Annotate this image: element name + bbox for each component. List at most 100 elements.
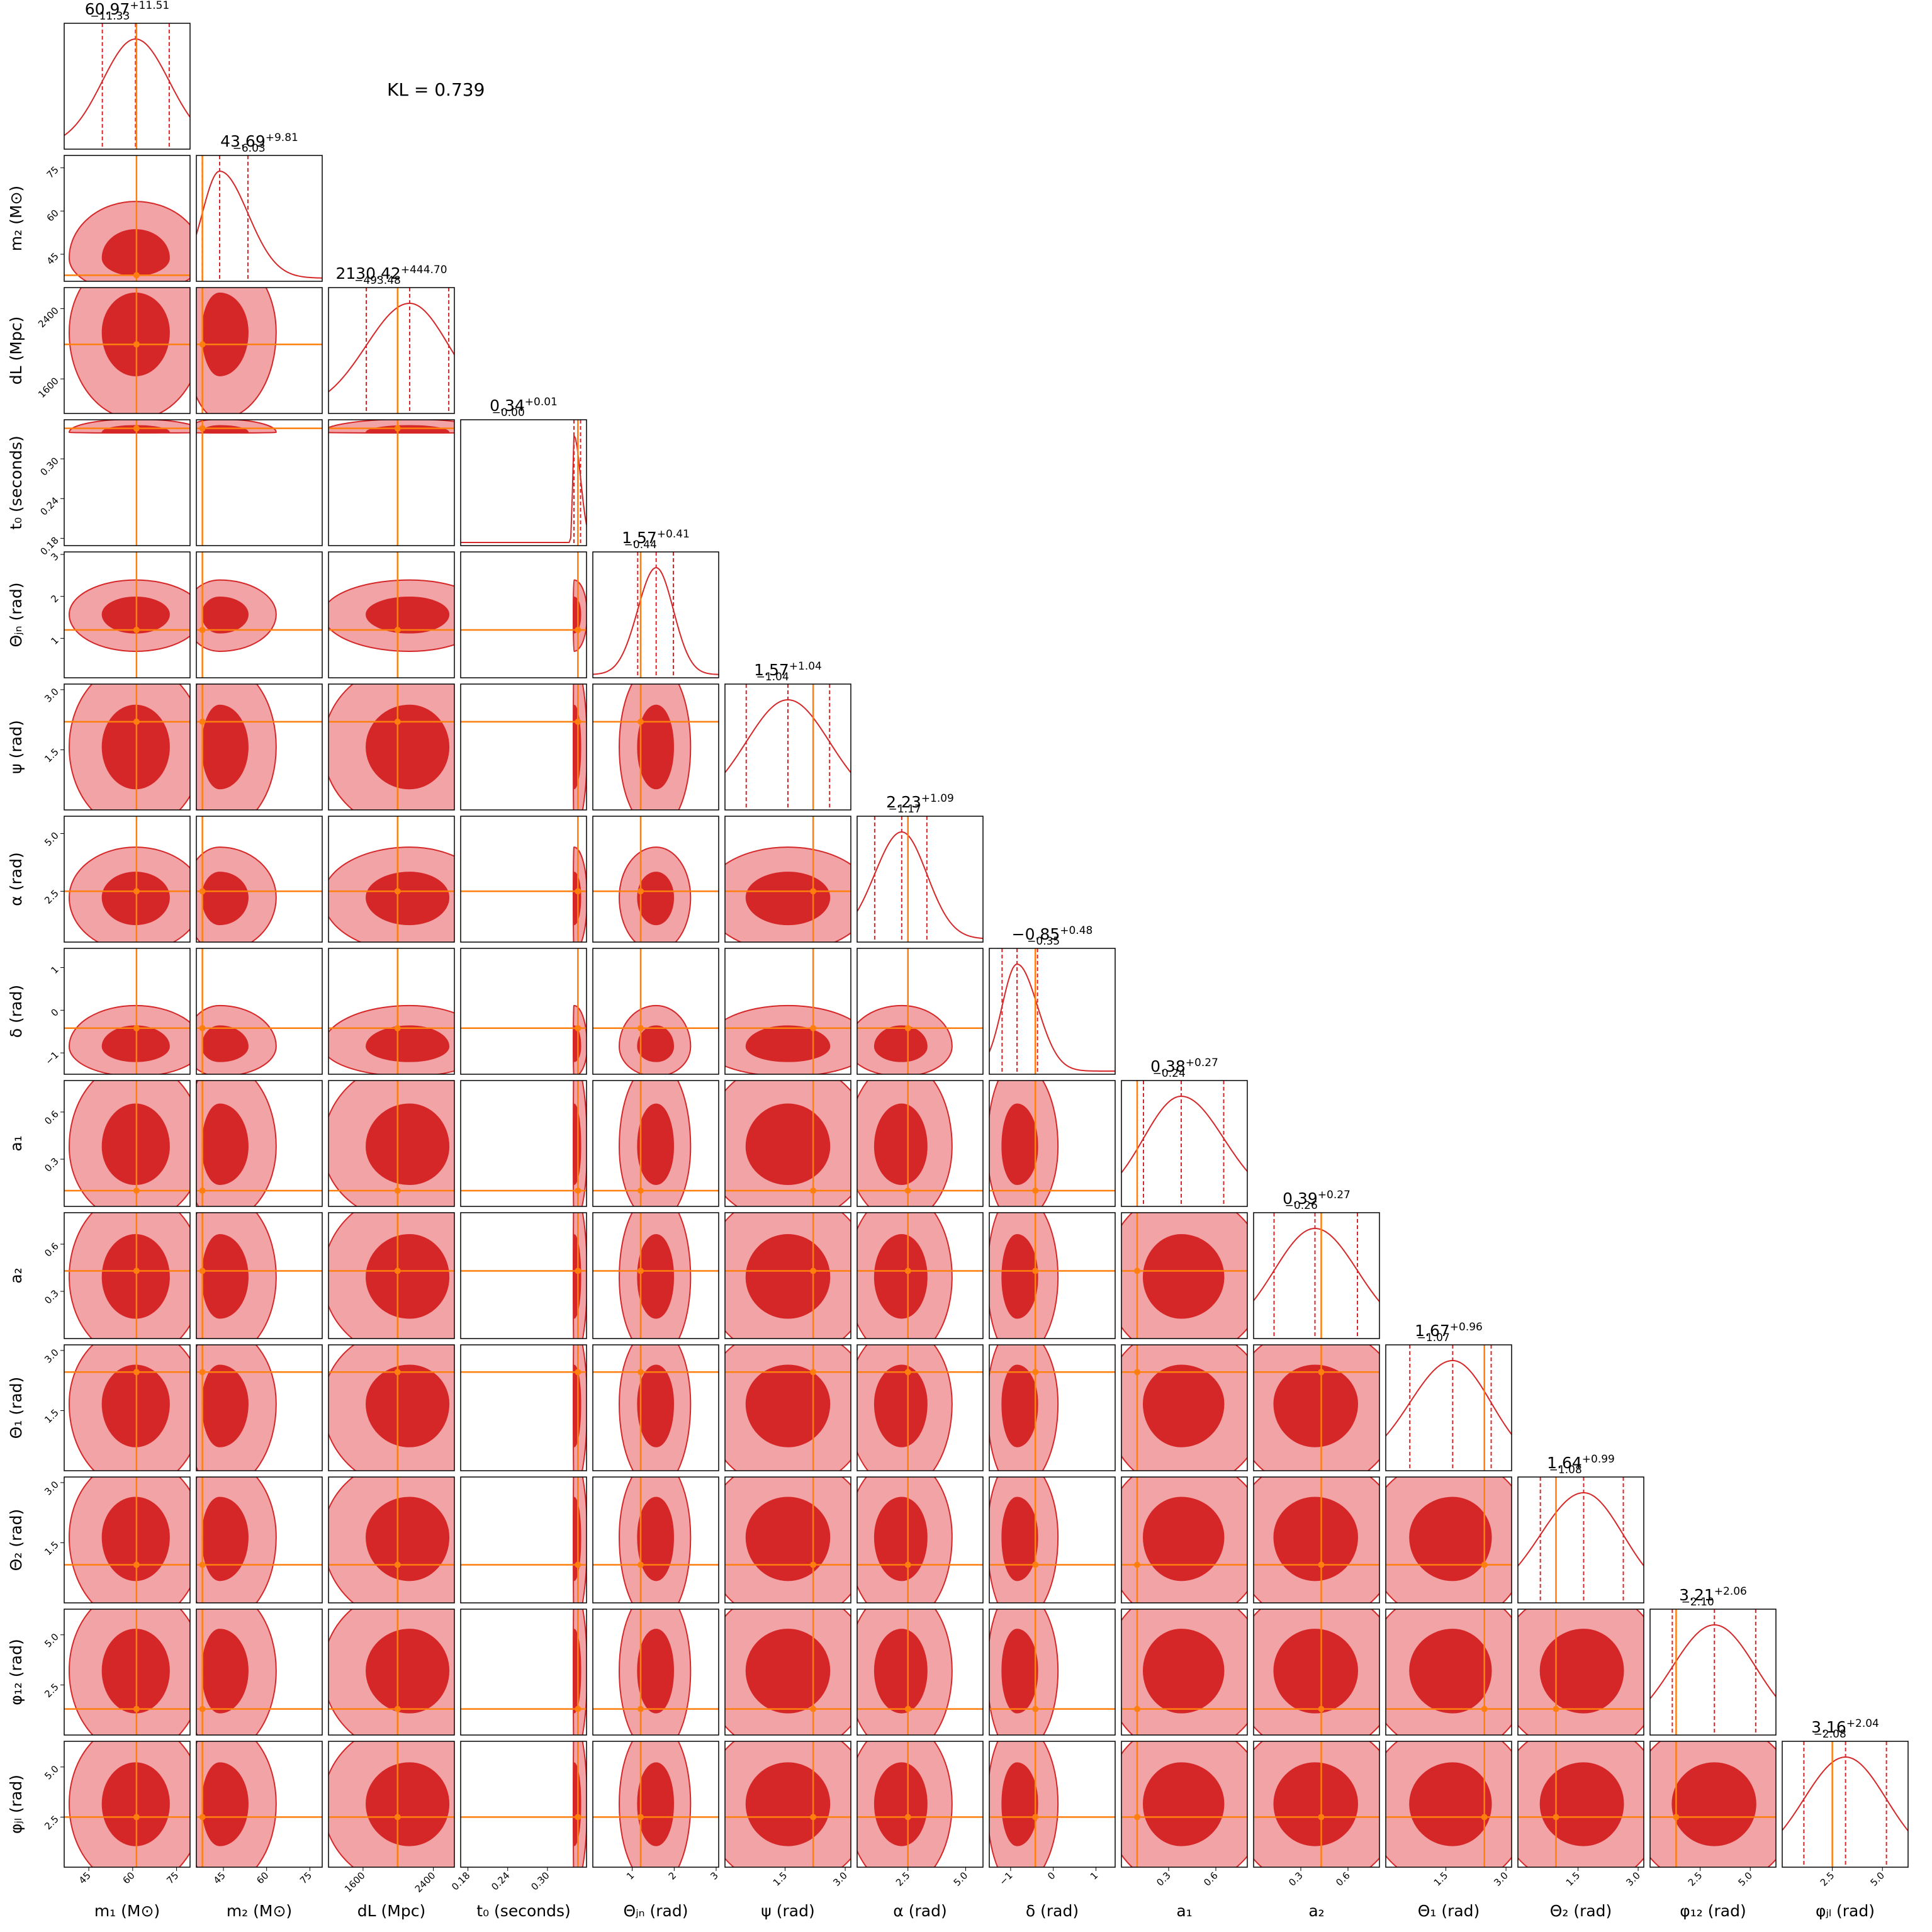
x-tick-label: 3.0 bbox=[1491, 1870, 1510, 1889]
title-upper: +1.09 bbox=[921, 792, 954, 805]
panel-frame bbox=[1121, 1080, 1248, 1207]
panel bbox=[196, 1081, 322, 1206]
panel-frame bbox=[592, 1741, 719, 1868]
title-lower: −0.35 bbox=[1027, 935, 1060, 948]
truth-point bbox=[394, 1188, 401, 1194]
panel bbox=[1121, 1477, 1247, 1603]
x-tick-label: 2.5 bbox=[1818, 1870, 1837, 1889]
panel bbox=[64, 288, 190, 413]
y-axis-label: Θ₂ (rad) bbox=[7, 1509, 25, 1571]
panel bbox=[1518, 1609, 1644, 1735]
panel-title: 3.21+2.06 −2.10 bbox=[1679, 1585, 1747, 1609]
posterior-contour-inner bbox=[637, 872, 675, 926]
panel bbox=[196, 552, 322, 678]
posterior-contour-inner bbox=[572, 1233, 581, 1319]
posterior-contour-inner bbox=[366, 704, 450, 790]
title-median: 0.39 bbox=[1283, 1189, 1318, 1208]
panel-frame bbox=[328, 1609, 455, 1736]
posterior-histogram bbox=[1518, 1492, 1644, 1566]
truth-point bbox=[810, 1705, 817, 1712]
y-tick-label: 0.3 bbox=[42, 1155, 61, 1174]
truth-point bbox=[575, 888, 581, 895]
panel-frame bbox=[724, 1609, 851, 1736]
panel bbox=[1254, 1477, 1379, 1603]
title-lower: −2.08 bbox=[1814, 1728, 1846, 1741]
panel-frame bbox=[856, 816, 984, 943]
panel bbox=[1386, 1345, 1512, 1471]
truth-point bbox=[394, 1369, 401, 1376]
truth-point bbox=[904, 1188, 911, 1194]
panel bbox=[196, 155, 322, 281]
title-median: 1.57 bbox=[754, 661, 789, 679]
posterior-histogram bbox=[1650, 1624, 1776, 1699]
panel-frame bbox=[856, 1609, 984, 1736]
title-lower: −11.33 bbox=[90, 10, 130, 23]
posterior-contour-inner bbox=[637, 1233, 675, 1319]
posterior-histogram bbox=[857, 831, 983, 940]
panel bbox=[1121, 1213, 1247, 1339]
panel-frame bbox=[989, 1609, 1116, 1736]
panel bbox=[329, 1081, 454, 1206]
truth-point bbox=[810, 1814, 817, 1821]
panel bbox=[64, 23, 190, 149]
truth-point bbox=[133, 425, 140, 432]
panel-frame bbox=[328, 1212, 455, 1339]
posterior-contour-inner bbox=[873, 1364, 928, 1447]
x-axis-label: Θ₂ (rad) bbox=[1550, 1902, 1612, 1920]
panel-frame bbox=[856, 1476, 984, 1603]
panel-frame bbox=[989, 1080, 1116, 1207]
panel bbox=[857, 1081, 983, 1206]
panel-frame bbox=[196, 683, 323, 811]
posterior-contour-inner bbox=[366, 1629, 450, 1714]
panel-frame bbox=[1253, 1609, 1380, 1736]
panel-frame bbox=[196, 816, 323, 943]
panel-frame bbox=[989, 948, 1116, 1075]
panel bbox=[725, 948, 851, 1074]
panel-frame bbox=[196, 551, 323, 678]
posterior-contour-inner bbox=[1142, 1497, 1225, 1581]
posterior-contour-inner bbox=[873, 1233, 928, 1319]
panel-frame bbox=[856, 948, 984, 1075]
truth-point bbox=[199, 1025, 206, 1031]
posterior-contour-inner bbox=[1001, 1762, 1038, 1846]
truth-point bbox=[637, 1267, 644, 1274]
x-tick-label: 2 bbox=[666, 1870, 678, 1882]
truth-point bbox=[199, 1814, 206, 1821]
posterior-contour-inner bbox=[745, 1497, 831, 1581]
title-upper: +0.27 bbox=[1186, 1057, 1218, 1069]
y-tick-label: 2.5 bbox=[42, 1813, 61, 1832]
panel bbox=[989, 1741, 1115, 1867]
panel-frame bbox=[328, 287, 455, 414]
panel bbox=[64, 684, 190, 810]
panel bbox=[593, 1081, 719, 1206]
title-median: 2130.42 bbox=[335, 264, 400, 283]
panel bbox=[196, 288, 322, 413]
x-axis-label: ψ (rad) bbox=[761, 1902, 814, 1920]
panel bbox=[857, 1741, 983, 1867]
posterior-histogram bbox=[64, 38, 190, 136]
posterior-contour-inner bbox=[1273, 1497, 1359, 1581]
panel bbox=[1518, 1741, 1644, 1867]
panel bbox=[1782, 1741, 1908, 1867]
panel-frame bbox=[724, 1344, 851, 1471]
y-tick-label: 2.5 bbox=[42, 1681, 61, 1700]
x-tick-label: 0.3 bbox=[1286, 1870, 1305, 1889]
truth-point bbox=[394, 1814, 401, 1821]
panel bbox=[1386, 1609, 1512, 1735]
posterior-contour-inner bbox=[366, 1364, 450, 1447]
posterior-contour-inner bbox=[1142, 1762, 1225, 1846]
panel-frame bbox=[1649, 1741, 1777, 1868]
panel-frame bbox=[64, 683, 191, 811]
panel bbox=[593, 1213, 719, 1339]
panel-frame bbox=[1121, 1476, 1248, 1603]
y-axis-label: a₁ bbox=[7, 1135, 25, 1151]
truth-point bbox=[199, 1369, 206, 1376]
y-axis-label: Θⱼₙ (rad) bbox=[7, 583, 25, 648]
panel bbox=[593, 684, 719, 810]
panel bbox=[857, 948, 983, 1074]
truth-point bbox=[1134, 1369, 1140, 1376]
x-tick-label: 1 bbox=[1088, 1870, 1100, 1882]
y-tick-label: −1 bbox=[43, 1049, 60, 1067]
posterior-contour-inner bbox=[637, 1497, 675, 1581]
x-tick-label: 1 bbox=[624, 1870, 636, 1882]
